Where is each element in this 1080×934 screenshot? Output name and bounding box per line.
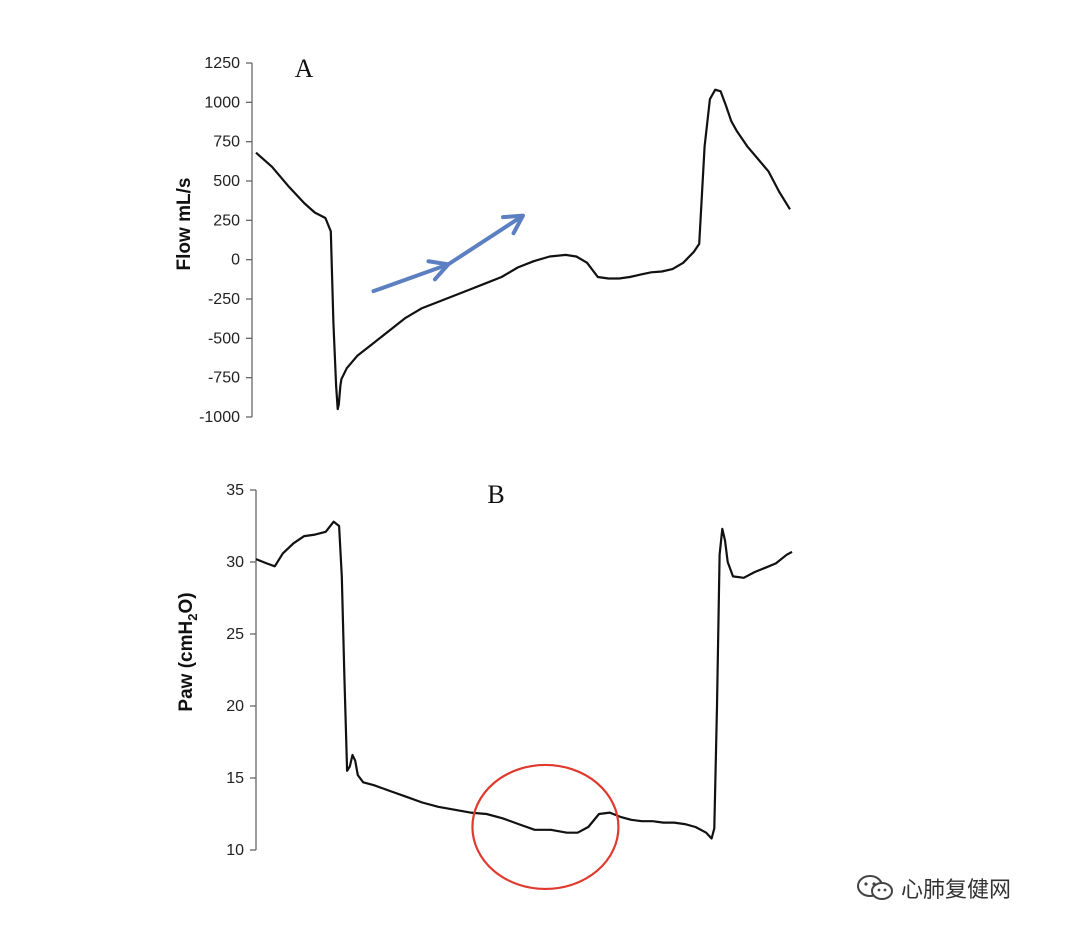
blue-arrow-shaft bbox=[371, 263, 447, 294]
paw-y-ticks: 35 30 25 20 15 10 bbox=[226, 482, 256, 859]
paw-y-axis-label: Paw (cmH2O) bbox=[176, 592, 200, 711]
y-tick-label: -1000 bbox=[199, 409, 240, 426]
flow-y-axis-label: Flow mL/s bbox=[174, 178, 195, 271]
y-tick-label: 10 bbox=[226, 842, 244, 859]
y-tick-label: -500 bbox=[208, 330, 240, 347]
paw-chart-panel: 35 30 25 20 15 10 B Paw (cmH2O) bbox=[176, 480, 793, 891]
paw-label-main: Paw (cmH bbox=[176, 621, 197, 712]
paw-label-subscript: 2 bbox=[185, 614, 200, 621]
wechat-logo-icon bbox=[857, 875, 893, 900]
panel-letter-a: A bbox=[295, 54, 314, 83]
flow-annotations bbox=[371, 213, 525, 294]
panel-letter-b: B bbox=[487, 480, 504, 509]
y-tick-label: 250 bbox=[213, 212, 240, 229]
y-tick-label: 750 bbox=[213, 134, 240, 151]
y-tick-label: 1250 bbox=[204, 55, 240, 72]
y-tick-label: 0 bbox=[231, 252, 240, 269]
y-tick-label: 20 bbox=[226, 698, 244, 715]
paw-annotations bbox=[471, 763, 620, 891]
blue-arrow-head bbox=[501, 213, 525, 236]
y-tick-label: -750 bbox=[208, 370, 240, 387]
red-highlight-ellipse bbox=[471, 763, 620, 891]
paw-trace bbox=[255, 520, 793, 840]
y-tick-label: 25 bbox=[226, 626, 244, 643]
watermark-text: 心肺复健网 bbox=[901, 878, 1012, 903]
blue-arrow-shaft bbox=[446, 216, 522, 267]
y-tick-label: 35 bbox=[226, 482, 244, 499]
y-tick-label: 500 bbox=[213, 173, 240, 190]
flow-chart-panel: 1250 1000 750 500 250 0 -250 -500 -750 -1000 A Fl… bbox=[174, 54, 791, 426]
flow-trace bbox=[255, 88, 791, 411]
y-tick-label: 15 bbox=[226, 770, 244, 787]
y-tick-label: 1000 bbox=[204, 94, 240, 111]
paw-label-end: O) bbox=[176, 592, 197, 613]
y-tick-label: -250 bbox=[208, 291, 240, 308]
flow-y-ticks: 1250 1000 750 500 250 0 -250 -500 -750 -1000 bbox=[199, 55, 252, 426]
y-tick-label: 30 bbox=[226, 554, 244, 571]
watermark: 心肺复健网 bbox=[855, 872, 1011, 904]
